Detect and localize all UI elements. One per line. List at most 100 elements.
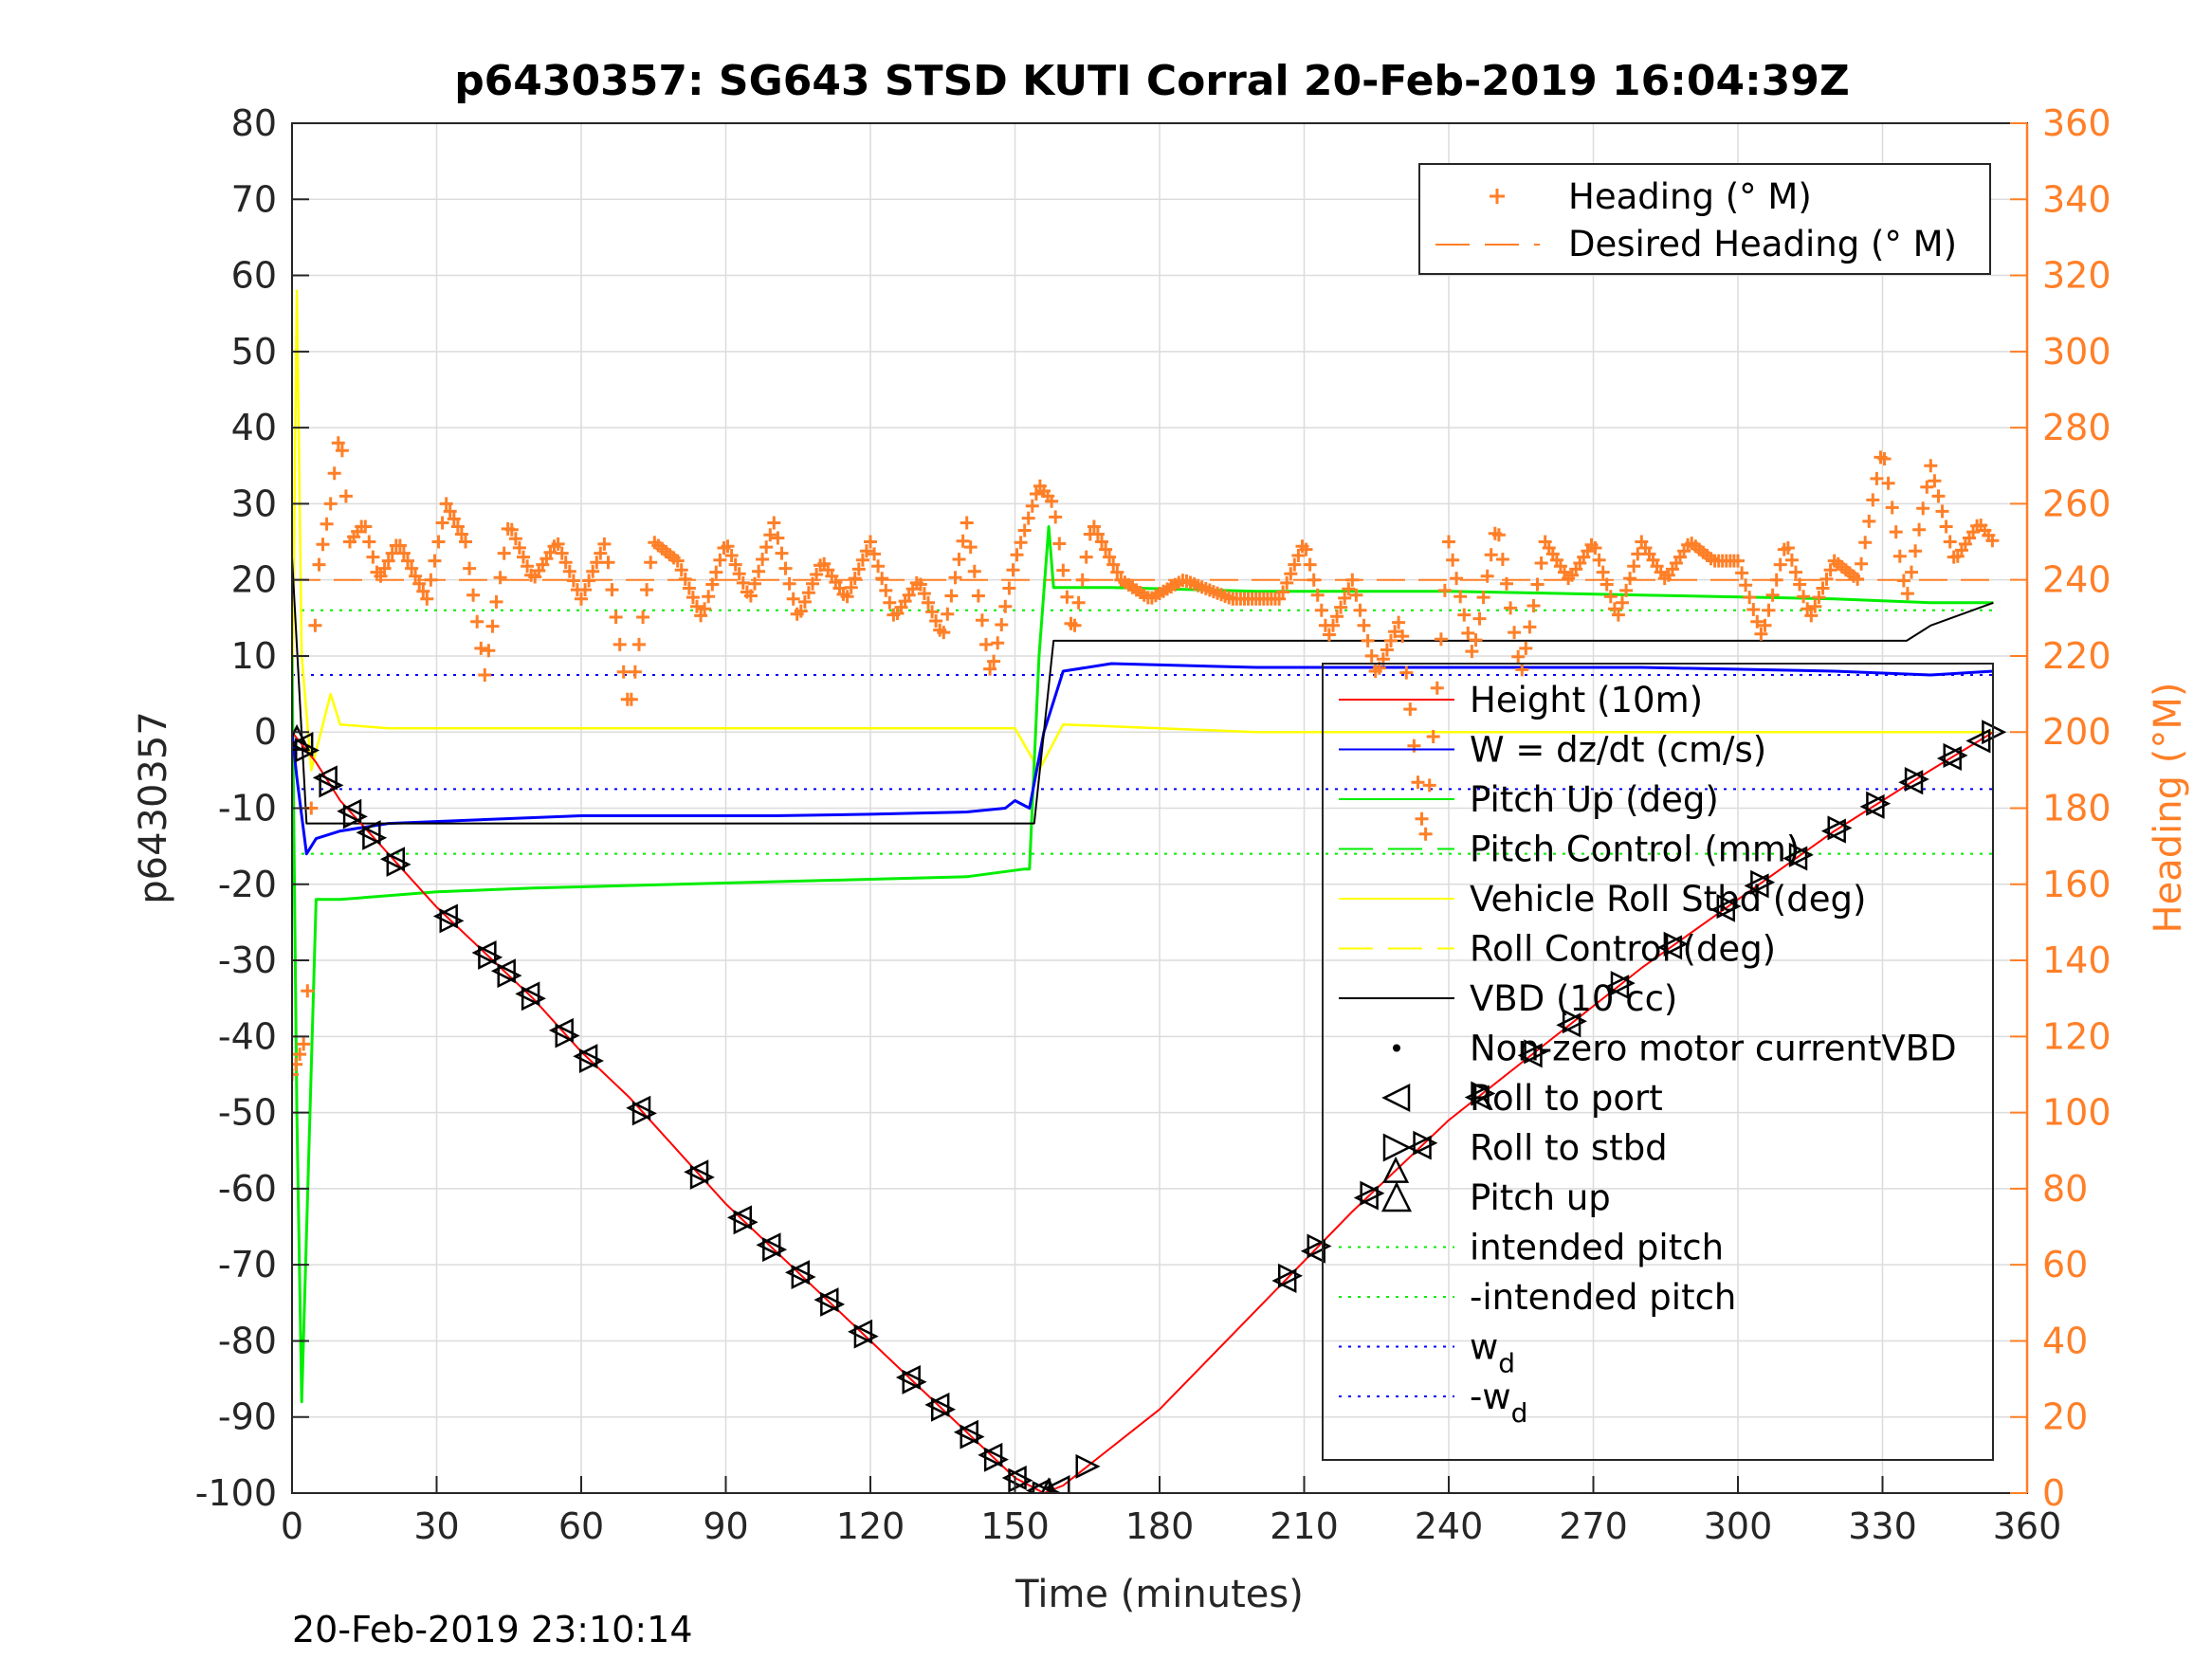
heading-point (521, 559, 535, 574)
heading-point (1103, 550, 1117, 564)
heading-point (1361, 633, 1375, 647)
legend-label: Roll to stbd (1470, 1128, 1668, 1169)
y-right-tick-label: 280 (2042, 407, 2111, 448)
roll-to-stbd-marker (1943, 742, 1968, 768)
y-right-tick-label: 200 (2042, 711, 2111, 753)
series-w-dzdt (292, 662, 1994, 856)
heading-point (640, 583, 654, 597)
heading-point (797, 594, 812, 609)
heading-point (732, 567, 746, 581)
roll-to-port-marker (490, 958, 516, 984)
heading-point (702, 590, 716, 604)
roll-to-stbd-marker (1075, 1453, 1101, 1479)
heading-point (1326, 618, 1340, 632)
heading-point (1288, 557, 1302, 572)
heading-point (1920, 480, 1934, 494)
heading-point (482, 644, 496, 658)
heading-point (1446, 553, 1460, 567)
heading-point (1504, 601, 1518, 615)
y-right-tick-label: 80 (2042, 1168, 2088, 1210)
heading-point (1434, 632, 1448, 647)
roll-to-port-marker (1464, 1085, 1490, 1110)
heading-point (1002, 581, 1016, 595)
heading-point (1045, 494, 1059, 508)
heading-point (504, 522, 519, 537)
heading-point (686, 591, 700, 605)
plot-area (292, 289, 2007, 1493)
roll-to-stbd-marker (853, 1323, 879, 1349)
legend-label: Pitch Control (mm) (1470, 830, 1800, 870)
legend-label: W = dz/dt (cm/s) (1470, 730, 1766, 771)
heading-point (485, 619, 500, 633)
heading-point (1500, 576, 1513, 591)
heading-point (439, 497, 453, 511)
heading-point (709, 565, 723, 579)
heading-point (420, 592, 434, 606)
roll-to-stbd-marker (733, 1210, 759, 1235)
heading-point (1789, 565, 1802, 579)
heading-point (983, 662, 997, 676)
heading-point (855, 553, 869, 567)
heading-point (331, 436, 345, 450)
heading-point (682, 581, 696, 595)
heading-point (678, 572, 692, 586)
heading-point (917, 587, 931, 601)
legend-desired-heading-label: Desired Heading (° M) (1568, 224, 1957, 264)
roll-to-stbd-marker (362, 825, 388, 850)
x-tick-label: 30 (413, 1505, 459, 1547)
roll-to-port-marker (1353, 1185, 1379, 1211)
heading-point (728, 557, 742, 572)
roll-to-stbd-marker (1360, 1180, 1385, 1206)
heading-point (1924, 459, 1938, 473)
heading-point (1588, 541, 1602, 555)
heading-point (1508, 626, 1522, 640)
legend-heading-swatch (1490, 189, 1505, 204)
y-tick-label: 60 (231, 255, 277, 297)
heading-point (435, 516, 449, 530)
heading-point (338, 489, 353, 503)
heading-point (806, 576, 819, 591)
heading-point (1450, 572, 1464, 586)
legend-swatch (1382, 1133, 1412, 1162)
roll-to-stbd-marker (791, 1264, 816, 1290)
heading-point (1469, 633, 1483, 647)
heading-point (493, 571, 507, 585)
heading-point (1851, 572, 1865, 586)
y-right-tick-label: 100 (2042, 1092, 2111, 1134)
x-tick-label: 60 (558, 1505, 604, 1547)
heading-point (1750, 614, 1764, 629)
heading-point (1762, 603, 1776, 617)
y-tick-label: 50 (231, 331, 277, 373)
legend-label: Roll to port (1470, 1078, 1663, 1119)
heading-point (1364, 648, 1379, 663)
heading-point (1885, 501, 1899, 515)
heading-point (1276, 585, 1290, 599)
y-tick-label: 20 (231, 559, 277, 601)
roll-to-stbd-marker (1524, 1039, 1549, 1065)
heading-point (463, 561, 477, 575)
series-heading (292, 436, 2000, 1082)
x-tick-label: 360 (1993, 1505, 2062, 1547)
heading-point (1068, 618, 1082, 632)
heading-point (578, 583, 593, 597)
y-right-tick-label: 360 (2042, 102, 2111, 144)
y-right-tick-label: 320 (2042, 255, 2111, 297)
heading-point (466, 588, 481, 602)
heading-point (1781, 541, 1795, 555)
roll-to-port-marker (978, 1442, 1003, 1468)
heading-point (1812, 591, 1826, 605)
heading-point (292, 1067, 299, 1082)
legend-swatch (1393, 1044, 1400, 1052)
roll-to-stbd-marker (521, 986, 546, 1012)
y-right-tick-label: 340 (2042, 178, 2111, 220)
roll-to-stbd-marker (497, 963, 522, 989)
heading-point (1461, 626, 1475, 640)
heading-point (335, 444, 349, 458)
heading-point (1523, 620, 1537, 634)
heading-point (1526, 599, 1541, 612)
roll-to-stbd-marker (1307, 1233, 1332, 1259)
pitch-up-marker (1382, 1156, 1410, 1183)
roll-to-stbd-marker (689, 1164, 715, 1190)
legend-label: -wd (1470, 1376, 1527, 1429)
heading-point (1801, 602, 1815, 616)
